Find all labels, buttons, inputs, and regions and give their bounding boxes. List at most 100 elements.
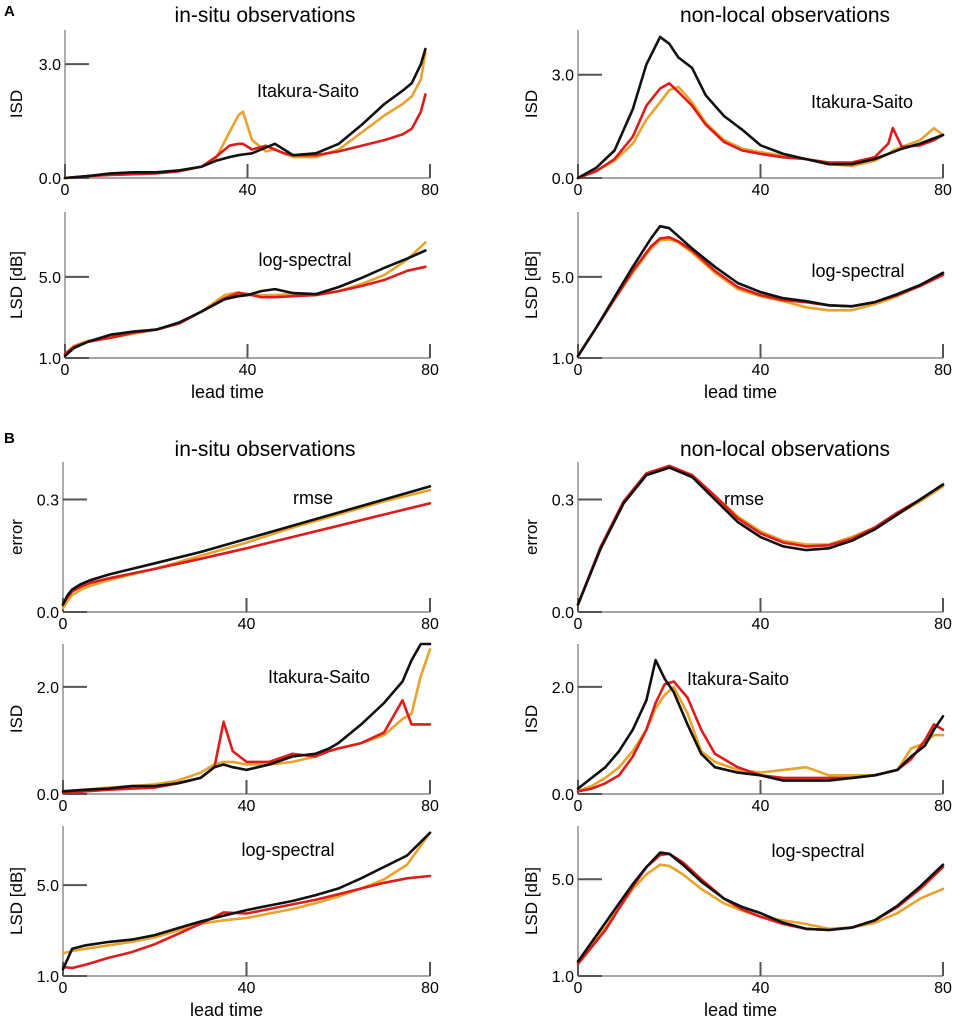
series-line-black <box>61 831 432 971</box>
x-tick-label: 0 <box>59 616 68 633</box>
y-tick-label: 2.0 <box>37 680 59 697</box>
series-line-black <box>61 485 432 606</box>
chart-B-in-situ-isd: 0 40 80 0.0 2.0 ISD Itakura-Saito <box>7 642 439 815</box>
metric-annotation: Itakura-Saito <box>257 81 359 101</box>
y-tick-label: 1.0 <box>552 351 574 368</box>
y-tick-label: 0.3 <box>37 493 59 510</box>
series-line-orange <box>576 85 945 180</box>
y-tick-label: 0.0 <box>552 787 574 804</box>
y-tick-label: 0.0 <box>37 605 59 622</box>
panel-label-b: B <box>4 430 15 447</box>
y-tick-label: 1.0 <box>37 969 59 986</box>
chart-A-in-situ-isd: 0 40 80 0.0 3.0 ISD in-situ observations Itakur… <box>7 4 439 199</box>
metric-annotation: Itakura-Saito <box>811 92 913 112</box>
x-axis-label: lead time <box>704 1000 777 1020</box>
metric-annotation: log-spectral <box>771 841 864 861</box>
metric-annotation: log-spectral <box>811 261 904 281</box>
charts-container: 0 40 80 0.0 3.0 ISD in-situ observations Itakur… <box>7 4 952 1020</box>
x-tick-label: 0 <box>59 980 68 997</box>
x-axis-label: lead time <box>704 382 777 402</box>
x-tick-label: 40 <box>238 616 256 633</box>
y-axis-label: error <box>7 519 26 555</box>
chart-title: in-situ observations <box>175 438 356 461</box>
metric-annotation: log-spectral <box>258 250 351 270</box>
x-tick-label: 0 <box>574 980 583 997</box>
x-tick-label: 40 <box>752 798 770 815</box>
metric-annotation: rmse <box>724 489 764 509</box>
x-tick-label: 80 <box>934 182 952 199</box>
y-axis-label: error <box>522 519 541 555</box>
series-line-red <box>61 698 432 795</box>
series-line-black <box>63 249 427 358</box>
series-line-red <box>61 874 432 970</box>
y-tick-label: 0.3 <box>552 493 574 510</box>
series-line-red <box>576 464 945 606</box>
x-tick-label: 40 <box>752 362 770 379</box>
x-tick-label: 40 <box>238 798 256 815</box>
panel-label-a: A <box>4 3 15 20</box>
y-axis-label: LSD [dB] <box>7 251 26 319</box>
series-line-black <box>63 47 427 180</box>
chart-B-in-situ-lsd: 0 40 80 1.0 5.0 LSD [dB] lead time log-spectral <box>7 826 439 1020</box>
x-tick-label: 0 <box>61 182 70 199</box>
x-tick-label: 0 <box>574 616 583 633</box>
x-axis-label: lead time <box>190 1000 263 1020</box>
y-tick-label: 5.0 <box>552 872 574 889</box>
metric-annotation: Itakura-Saito <box>268 667 370 687</box>
series-line-black <box>61 642 432 793</box>
series-line-black <box>576 658 945 790</box>
chart-title: non-local observations <box>680 4 890 27</box>
series-line-red <box>576 852 945 966</box>
y-tick-label: 1.0 <box>552 969 574 986</box>
y-axis-label: LSD [dB] <box>522 251 541 319</box>
y-tick-label: 0.0 <box>37 787 59 804</box>
x-tick-label: 40 <box>239 182 257 199</box>
x-tick-label: 80 <box>934 980 952 997</box>
y-axis-label: ISD <box>522 90 541 118</box>
chart-B-non-local-lsd: 0 40 80 1.0 5.0 LSD [dB] lead time log-spectral <box>522 826 952 1020</box>
x-axis-label: lead time <box>191 382 264 402</box>
x-tick-label: 0 <box>574 798 583 815</box>
series-line-black <box>576 466 945 606</box>
series-line-black <box>576 35 945 180</box>
x-tick-label: 80 <box>421 362 439 379</box>
y-axis-label: LSD [dB] <box>522 867 541 935</box>
y-tick-label: 3.0 <box>552 68 574 85</box>
y-tick-label: 0.0 <box>552 605 574 622</box>
y-tick-label: 3.0 <box>39 57 61 74</box>
x-tick-label: 40 <box>752 616 770 633</box>
x-tick-label: 0 <box>574 182 583 199</box>
chart-title: in-situ observations <box>175 4 356 27</box>
metric-annotation: rmse <box>293 488 333 508</box>
x-tick-label: 80 <box>421 182 439 199</box>
series-line-black <box>576 224 945 358</box>
y-tick-label: 0.0 <box>552 171 574 188</box>
x-tick-label: 80 <box>421 616 439 633</box>
chart-A-non-local-lsd: 0 40 80 1.0 5.0 LSD [dB] lead time log-spectral <box>522 212 952 402</box>
y-axis-label: LSD [dB] <box>7 867 26 935</box>
x-tick-label: 40 <box>238 980 256 997</box>
x-tick-label: 40 <box>752 182 770 199</box>
y-tick-label: 0.0 <box>39 171 61 188</box>
x-tick-label: 80 <box>421 980 439 997</box>
y-tick-label: 2.0 <box>552 680 574 697</box>
chart-B-non-local-rmse: 0 40 80 0.0 0.3 error non-local observations rm… <box>522 438 952 633</box>
x-tick-label: 40 <box>239 362 257 379</box>
chart-A-non-local-isd: 0 40 80 0.0 3.0 ISD non-local observations Itak… <box>522 4 952 199</box>
y-axis-label: ISD <box>7 90 26 118</box>
y-axis-label: ISD <box>522 705 541 733</box>
y-tick-label: 5.0 <box>39 270 61 287</box>
x-tick-label: 80 <box>421 798 439 815</box>
x-tick-label: 40 <box>752 980 770 997</box>
x-tick-label: 0 <box>61 362 70 379</box>
y-tick-label: 5.0 <box>552 270 574 287</box>
metric-annotation: log-spectral <box>241 840 334 860</box>
metric-annotation: Itakura-Saito <box>687 669 789 689</box>
series-line-red <box>63 265 427 356</box>
series-line-red <box>576 82 945 180</box>
series-line-black <box>576 851 945 963</box>
x-tick-label: 80 <box>934 362 952 379</box>
series-line-red <box>61 501 432 606</box>
series-line-red <box>63 93 427 180</box>
y-tick-label: 5.0 <box>37 878 59 895</box>
